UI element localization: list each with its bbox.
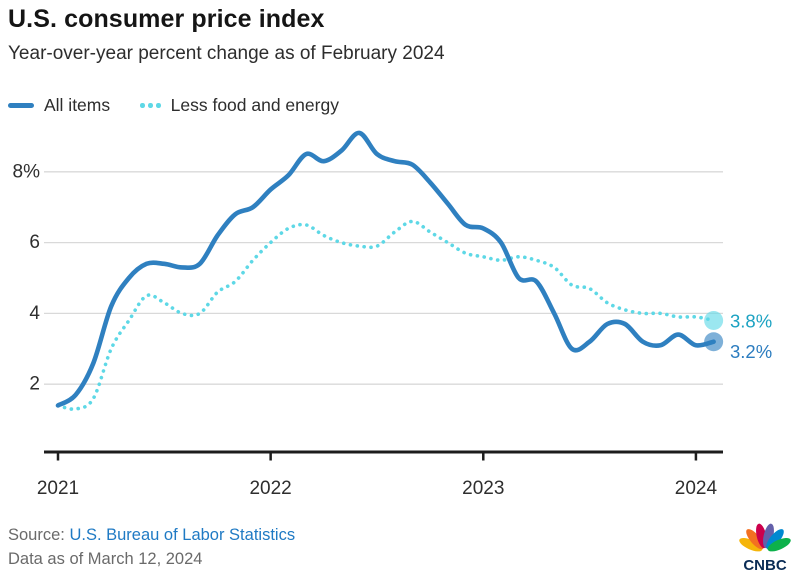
peacock-feather: [746, 529, 764, 550]
source-line: Source: U.S. Bureau of Labor Statistics: [8, 526, 295, 545]
peacock-feather: [766, 529, 784, 550]
cnbc-logo-icon: CNBC: [739, 523, 791, 574]
end-marker: [704, 332, 724, 352]
chart-legend: All items Less food and energy: [8, 95, 339, 116]
end-marker: [704, 310, 724, 330]
series-path-dotted: [56, 219, 716, 412]
page-title: U.S. consumer price index: [8, 5, 325, 33]
peacock-feather: [739, 537, 763, 552]
cpi-line-chart: 8% 6 4 2 2021 2022 2023 2024 3.8% 3.2%: [13, 130, 772, 499]
legend-label: Less food and energy: [170, 95, 339, 115]
dotted-line-swatch-icon: [140, 103, 161, 108]
y-axis-label: 2: [29, 374, 40, 395]
source-link[interactable]: U.S. Bureau of Labor Statistics: [69, 526, 296, 544]
solid-line-swatch-icon: [8, 103, 34, 108]
data-as-of: Data as of March 12, 2024: [8, 550, 203, 568]
end-value-label: 3.8%: [730, 310, 772, 331]
x-axis-label: 2021: [37, 478, 79, 499]
cnbc-wordmark: CNBC: [743, 557, 786, 574]
y-axis-label: 8%: [13, 161, 41, 182]
y-axis-label: 4: [29, 303, 40, 324]
series-path-solid: [55, 130, 716, 408]
end-value-label: 3.2%: [730, 341, 772, 362]
chart-subtitle: Year-over-year percent change as of Febr…: [8, 43, 445, 64]
x-axis-label: 2024: [675, 478, 718, 499]
legend-item-all-items: All items: [8, 95, 110, 116]
x-axis-label: 2022: [249, 478, 291, 499]
legend-label: All items: [44, 95, 111, 115]
source-prefix: Source:: [8, 526, 70, 544]
x-axis-label: 2023: [462, 478, 504, 499]
peacock-feather: [767, 537, 791, 552]
y-axis-label: 6: [29, 232, 40, 253]
legend-item-less-food-energy: Less food and energy: [140, 95, 339, 116]
